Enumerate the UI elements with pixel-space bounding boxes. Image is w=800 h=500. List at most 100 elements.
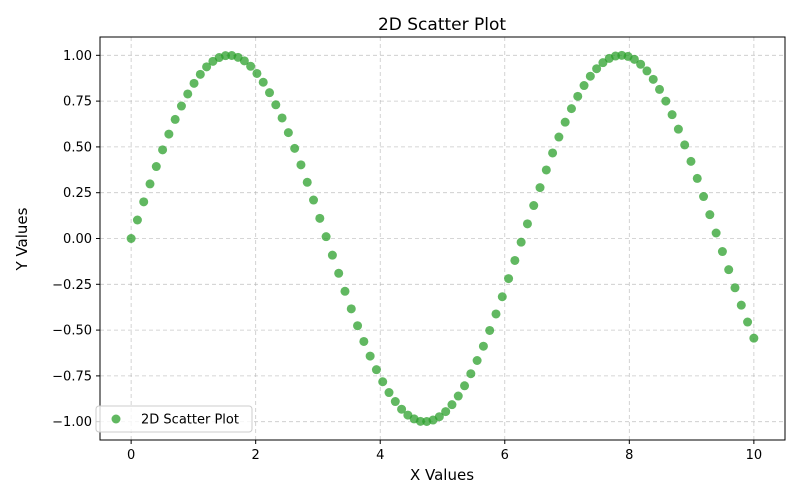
scatter-point xyxy=(371,365,381,375)
y-tick-label: −0.75 xyxy=(52,369,92,384)
scatter-point xyxy=(164,129,174,139)
scatter-point xyxy=(321,232,331,242)
scatter-point xyxy=(453,391,463,401)
scatter-point xyxy=(504,274,514,284)
chart-title: 2D Scatter Plot xyxy=(378,15,506,35)
y-tick-label: 1.00 xyxy=(63,49,92,64)
legend-marker xyxy=(111,414,121,424)
scatter-point xyxy=(686,156,696,166)
scatter-point xyxy=(535,183,545,193)
scatter-point xyxy=(334,268,344,278)
scatter-point xyxy=(302,177,312,187)
y-tick-label: 0.50 xyxy=(63,140,92,155)
scatter-point xyxy=(340,286,350,296)
scatter-points xyxy=(126,50,759,426)
y-tick-label: −1.00 xyxy=(52,415,92,430)
scatter-point xyxy=(346,304,356,314)
legend: 2D Scatter Plot xyxy=(95,405,253,433)
scatter-point xyxy=(510,255,520,265)
scatter-point xyxy=(378,377,388,387)
legend-label: 2D Scatter Plot xyxy=(141,413,239,428)
y-tick-label: 0.75 xyxy=(63,95,92,110)
scatter-point xyxy=(327,250,337,260)
x-tick-label: 0 xyxy=(127,448,135,463)
scatter-point xyxy=(692,173,702,183)
scatter-point xyxy=(636,59,646,69)
scatter-point xyxy=(566,104,576,114)
scatter-point xyxy=(195,69,205,79)
x-tick-label: 10 xyxy=(746,448,763,463)
y-tick-label: 0.25 xyxy=(63,186,92,201)
scatter-point xyxy=(283,128,293,138)
x-tick-label: 6 xyxy=(501,448,509,463)
y-tick-label: −0.25 xyxy=(52,278,92,293)
x-axis-title: X Values xyxy=(410,466,474,484)
scatter-point xyxy=(541,165,551,175)
scatter-point xyxy=(365,351,375,361)
scatter-point xyxy=(258,77,268,87)
scatter-point xyxy=(415,416,425,426)
scatter-point xyxy=(126,234,136,243)
legend-box xyxy=(95,405,253,433)
scatter-point xyxy=(139,197,149,207)
scatter-point xyxy=(554,132,564,142)
scatter-point xyxy=(655,84,665,94)
scatter-point xyxy=(592,64,602,74)
scatter-point xyxy=(579,81,589,91)
scatter-point xyxy=(642,66,652,76)
scatter-point xyxy=(252,68,262,78)
y-tick-label: −0.50 xyxy=(52,324,92,339)
scatter-point xyxy=(560,117,570,127)
scatter-point xyxy=(202,62,212,72)
scatter-point xyxy=(736,300,746,310)
axis-ticks: 0 2 4 6 8 10 −1.00 −0.75 −0.50 −0.25 0.00 0.25 0.50 0… xyxy=(52,49,762,463)
scatter-point xyxy=(183,89,193,99)
scatter-point xyxy=(749,333,759,343)
scatter-point xyxy=(548,148,558,158)
scatter-point xyxy=(265,88,275,98)
scatter-point xyxy=(170,114,180,124)
scatter-point xyxy=(667,110,677,120)
scatter-point xyxy=(730,283,740,293)
scatter-point xyxy=(441,407,451,417)
scatter-point xyxy=(434,412,444,422)
scatter-point xyxy=(296,160,306,170)
scatter-point xyxy=(485,325,495,335)
scatter-point xyxy=(472,355,482,365)
x-tick-label: 2 xyxy=(252,448,260,463)
scatter-point xyxy=(447,400,457,410)
scatter-point xyxy=(629,54,639,64)
scatter-point xyxy=(573,91,583,101)
scatter-point xyxy=(220,51,230,61)
scatter-point xyxy=(522,219,532,229)
scatter-point xyxy=(466,369,476,379)
scatter-point xyxy=(132,215,142,225)
scatter-point xyxy=(516,237,526,247)
scatter-point xyxy=(353,321,363,331)
scatter-point xyxy=(315,213,325,223)
scatter-point xyxy=(743,317,753,327)
scatter-point xyxy=(290,143,300,153)
scatter-point xyxy=(717,247,727,257)
scatter-point xyxy=(189,78,199,88)
x-tick-label: 8 xyxy=(625,448,633,463)
scatter-point xyxy=(529,201,539,211)
scatter-point xyxy=(158,145,168,155)
scatter-point xyxy=(680,140,690,150)
scatter-point xyxy=(648,74,658,84)
x-tick-label: 4 xyxy=(376,448,384,463)
scatter-point xyxy=(661,96,671,106)
scatter-point xyxy=(673,124,683,134)
scatter-point xyxy=(397,404,407,414)
scatter-point xyxy=(460,381,470,391)
scatter-point xyxy=(309,195,319,205)
scatter-point xyxy=(478,341,488,351)
y-tick-label: 0.00 xyxy=(63,232,92,247)
scatter-point xyxy=(176,101,186,111)
scatter-point xyxy=(497,292,507,302)
scatter-point xyxy=(359,336,369,346)
scatter-point xyxy=(705,210,715,220)
scatter-point xyxy=(384,388,394,398)
y-axis-title: Y Values xyxy=(13,207,31,271)
